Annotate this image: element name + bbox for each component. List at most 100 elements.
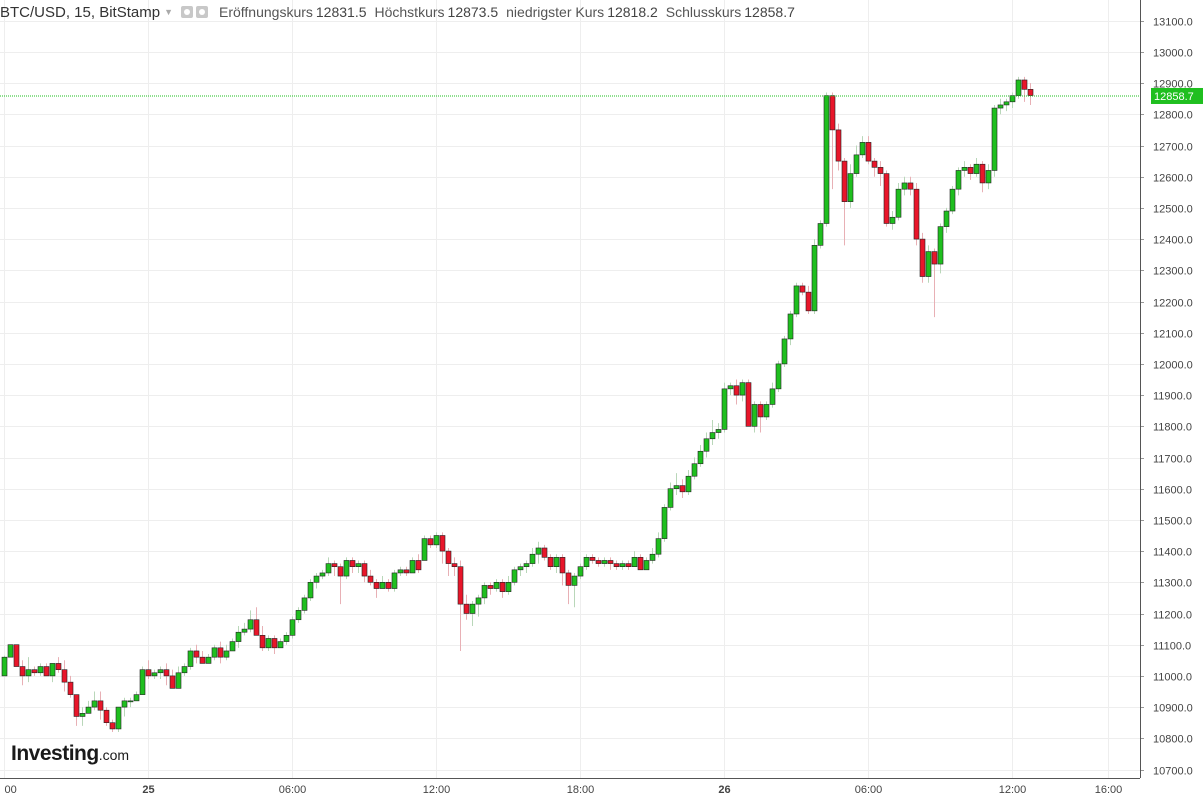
candle-body [61,669,68,683]
candle [91,691,98,711]
candle-body [229,641,236,652]
candle-body [655,538,662,555]
candle [13,644,20,667]
candle [37,663,44,676]
candle [607,557,614,570]
candle [49,663,56,683]
candle [511,566,518,586]
candle [889,211,896,230]
candle-body [169,675,176,689]
candle-body [763,404,770,418]
current-price-label: 12858.7 [1154,91,1194,103]
x-tick-label: 12:00 [423,784,451,796]
candle [751,401,758,433]
candle-body [43,666,50,677]
candle-body [85,706,92,714]
y-tick-label: 12000.0 [1153,360,1193,372]
candle-body [553,557,560,568]
candle [397,566,404,577]
candle [283,632,290,645]
candle-body [1003,101,1010,106]
candle [847,164,854,208]
candle [697,445,704,467]
chevron-down-icon[interactable]: ▼ [164,7,173,17]
candle-body [853,154,860,174]
candle-body [367,575,374,583]
candle [961,161,968,177]
candle [97,691,104,720]
candle-body [427,538,434,546]
y-tick-label: 12200.0 [1153,298,1193,310]
candle [781,335,788,368]
close-label: Schlusskurs [665,4,742,20]
candle [637,554,644,571]
y-tick-label: 11000.0 [1153,672,1192,684]
candle [835,123,842,171]
x-tick-label: 26 [718,784,730,796]
candle [103,707,110,726]
candle-body [463,603,470,614]
candle-body [979,163,986,184]
candle-body [505,581,512,592]
candle [547,554,554,570]
candle [595,557,602,567]
candle [439,532,446,564]
candle [43,663,50,677]
candle [613,560,620,570]
candle-body [859,142,866,156]
candle-body [151,672,158,677]
candle [625,560,632,570]
candle-body [817,223,824,246]
candle [553,554,560,573]
candle-body [793,285,800,315]
candle-body [991,107,998,171]
candle-body [361,563,368,577]
candle [907,176,914,196]
candle-body [301,597,308,611]
candle-body [445,550,452,564]
candle [877,161,884,187]
candle [67,675,74,698]
y-tick-label: 10700.0 [1153,766,1193,778]
candle [943,207,950,233]
candle-body [559,557,566,574]
candle-body [289,619,296,636]
gear-icon[interactable] [195,6,208,18]
candle-body [247,619,254,630]
candle [79,707,86,726]
candle [289,616,296,639]
candle [721,382,728,433]
candle [937,223,944,274]
candle-body [499,581,506,592]
candle [265,635,272,651]
candle-body [379,581,386,589]
candle-body [241,628,248,633]
candle-body [103,709,110,723]
investing-logo[interactable]: Investing.com [11,742,129,766]
candle-body [337,566,344,577]
candle-body [613,563,620,568]
candle-body [943,210,950,227]
candle-body [985,170,992,184]
candle [955,167,962,196]
candle-body [811,245,818,312]
candle [451,557,458,577]
candle [217,641,224,664]
candle [931,248,938,318]
candle-body [373,581,380,589]
candle-body [349,560,356,568]
candle [685,469,692,495]
candle [55,657,62,673]
candle [895,182,902,221]
candle-body [139,669,146,695]
candle-body [835,129,842,162]
candle [403,566,410,577]
candle-body [535,547,542,555]
y-tick-label: 10800.0 [1153,734,1193,746]
settings-icon[interactable] [180,6,193,18]
candle [499,579,506,598]
candle-body [187,650,194,667]
candle [373,579,380,598]
symbol-label[interactable]: BTC/USD, 15, BitStamp [0,3,161,21]
